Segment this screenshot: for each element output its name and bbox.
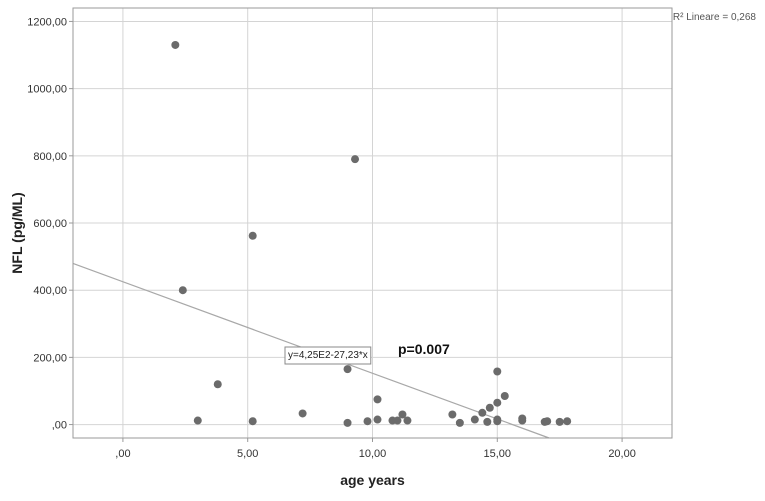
y-tick-label: ,00 bbox=[52, 420, 67, 432]
p-value-label: p=0.007 bbox=[398, 341, 450, 357]
data-point bbox=[448, 410, 456, 418]
data-point bbox=[493, 417, 501, 425]
data-point bbox=[194, 417, 202, 425]
data-point bbox=[563, 417, 571, 425]
data-point bbox=[344, 419, 352, 427]
y-tick-label: 200,00 bbox=[33, 352, 67, 364]
y-tick-label: 600,00 bbox=[33, 218, 67, 230]
data-point bbox=[478, 409, 486, 417]
data-point bbox=[486, 404, 494, 412]
y-axis-title: NFL (pg/ML) bbox=[9, 192, 25, 273]
x-tick-label: 15,00 bbox=[484, 448, 512, 460]
data-point bbox=[493, 367, 501, 375]
data-point bbox=[351, 155, 359, 163]
data-point bbox=[501, 392, 509, 400]
data-point bbox=[543, 417, 551, 425]
data-point bbox=[249, 417, 257, 425]
x-tick-label: 20,00 bbox=[608, 448, 636, 460]
x-tick-label: ,00 bbox=[115, 448, 130, 460]
data-point bbox=[493, 399, 501, 407]
data-point bbox=[249, 232, 257, 240]
data-point bbox=[403, 417, 411, 425]
data-point bbox=[373, 395, 381, 403]
x-tick-label: 5,00 bbox=[237, 448, 258, 460]
data-point bbox=[344, 365, 352, 373]
data-point bbox=[471, 416, 479, 424]
data-point bbox=[483, 418, 491, 426]
equation-box: y=4,25E2-27,23*x bbox=[285, 347, 371, 364]
data-point bbox=[373, 416, 381, 424]
x-tick-label: 10,00 bbox=[359, 448, 387, 460]
r-squared-label: R² Lineare = 0,268 bbox=[673, 12, 757, 23]
data-point bbox=[556, 418, 564, 426]
data-point bbox=[171, 41, 179, 49]
data-point bbox=[364, 417, 372, 425]
y-tick-label: 1000,00 bbox=[27, 84, 67, 96]
data-point bbox=[179, 286, 187, 294]
data-point bbox=[518, 417, 526, 425]
x-axis-title: age years bbox=[340, 472, 405, 488]
y-tick-label: 800,00 bbox=[33, 151, 67, 163]
data-point bbox=[456, 419, 464, 427]
y-tick-label: 1200,00 bbox=[27, 16, 67, 28]
data-point bbox=[214, 380, 222, 388]
equation-label: y=4,25E2-27,23*x bbox=[288, 350, 368, 361]
data-point bbox=[299, 409, 307, 417]
y-tick-label: 400,00 bbox=[33, 285, 67, 297]
